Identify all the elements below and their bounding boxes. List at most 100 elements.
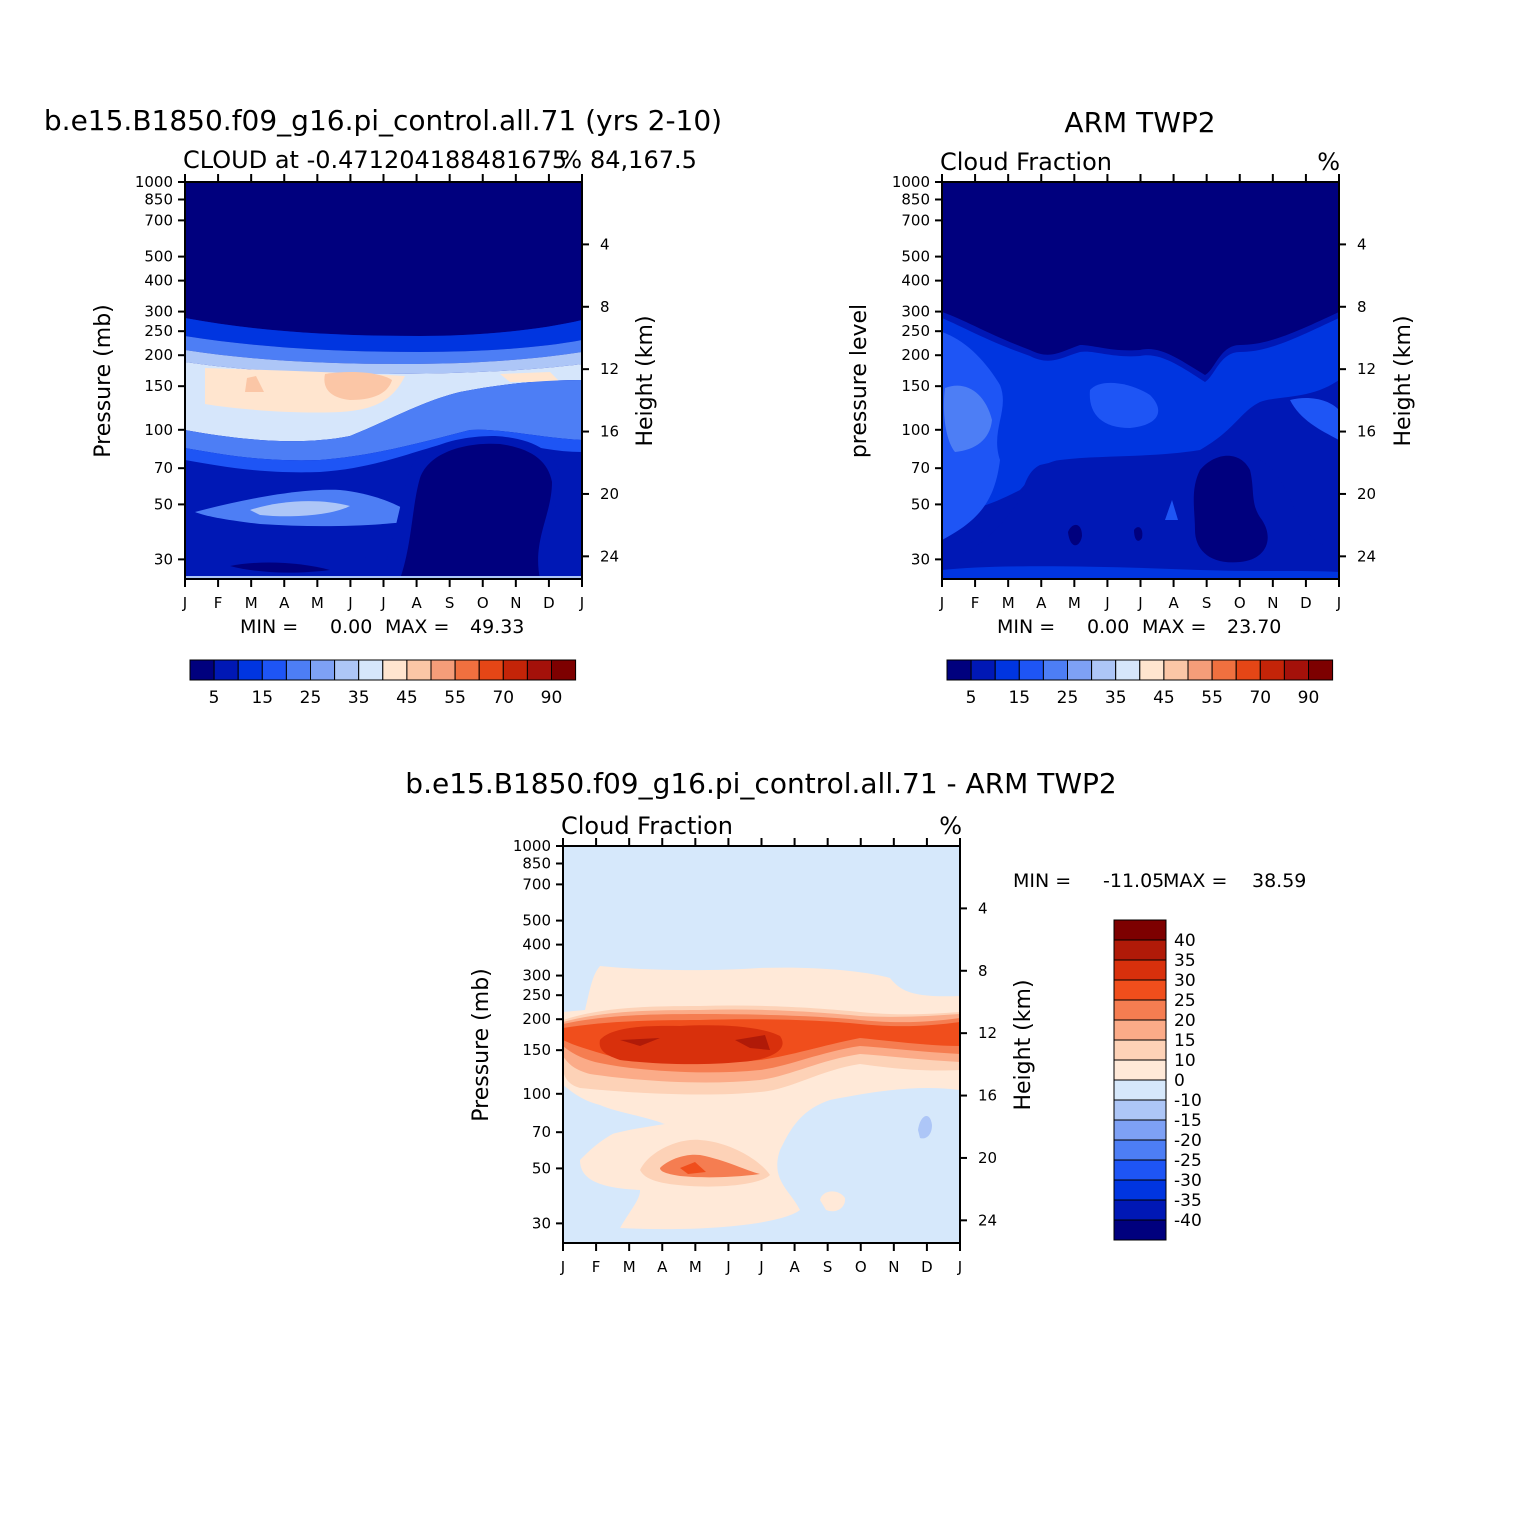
pressure-tick-label: 500: [522, 912, 551, 930]
panel1-salmon-2: [245, 376, 264, 392]
height-tick-label: 24: [600, 547, 619, 565]
month-tick-label: F: [214, 594, 223, 612]
panel3-core-2: [735, 1035, 770, 1050]
panel3-contours: [563, 846, 960, 1243]
panel3-blue-patch-1: [563, 1100, 665, 1165]
colorbar-swatch: [334, 659, 360, 681]
colorbar-swatch: [1113, 1079, 1167, 1101]
colorbar-swatch: [1113, 1119, 1167, 1141]
panel3-mid-peak: [680, 1162, 706, 1174]
panel3-negative-spot: [918, 1115, 932, 1139]
height-tick-label: 8: [600, 298, 610, 316]
panel2-min-value: 0.00: [1087, 616, 1129, 638]
pressure-tick-label: 300: [901, 303, 930, 321]
pressure-tick-label: 30: [154, 550, 173, 568]
panel1-min-label: MIN =: [240, 616, 298, 638]
month-tick-label: F: [592, 1258, 601, 1276]
colorbar-swatch: [1113, 959, 1167, 981]
height-tick-label: 4: [600, 235, 610, 253]
panel1-salmon-1: [324, 372, 392, 400]
month-tick-label: J: [957, 1258, 962, 1276]
colorbar-swatch: [946, 659, 972, 681]
panel1-colorbar: 5 15 25 35 45 55 70 90: [189, 659, 577, 708]
colorbar-label: -10: [1174, 1091, 1202, 1111]
pressure-tick-label: 850: [144, 190, 173, 208]
pressure-tick-label: 200: [144, 346, 173, 364]
panel2-small-spike: [1165, 500, 1178, 520]
month-tick-label: M: [311, 594, 324, 612]
colorbar-label: 70: [1249, 688, 1271, 708]
panel1-navy-core: [400, 443, 552, 579]
panel2-subtitle: Cloud Fraction: [940, 148, 1112, 176]
colorbar-swatch: [1113, 1199, 1167, 1221]
panel1-band-f: [185, 429, 582, 473]
pressure-tick-label: 50: [532, 1159, 551, 1177]
colorbar-label: -30: [1174, 1171, 1202, 1191]
colorbar-label: 25: [1174, 991, 1196, 1011]
colorbar-label: 40: [1174, 931, 1196, 951]
pressure-tick-label: 850: [522, 854, 551, 872]
height-tick-label: 4: [1357, 235, 1367, 253]
panel2-left-core: [943, 385, 992, 452]
month-tick-label: J: [758, 1258, 763, 1276]
pressure-tick-label: 150: [522, 1041, 551, 1059]
colorbar-swatch: [1235, 659, 1261, 681]
month-tick-label: J: [1336, 594, 1341, 612]
month-tick-label: S: [445, 594, 455, 612]
pressure-tick-label: 400: [901, 272, 930, 290]
panel1-max-label: MAX =: [385, 616, 449, 638]
month-tick-label: M: [623, 1258, 636, 1276]
colorbar-swatch: [1113, 939, 1167, 961]
colorbar-swatch: [1259, 659, 1285, 681]
height-tick-label: 20: [978, 1149, 997, 1167]
colorbar-label: 25: [300, 688, 322, 708]
month-tick-label: M: [689, 1258, 702, 1276]
panel1-strat-fill: [185, 182, 582, 336]
pressure-tick-label: 700: [901, 211, 930, 229]
colorbar-swatch: [1113, 1159, 1167, 1181]
pressure-tick-label: 700: [144, 211, 173, 229]
colorbar-label: 90: [1298, 688, 1320, 708]
panel1-contours: [185, 182, 582, 579]
colorbar-label: 45: [396, 688, 418, 708]
panel2-ylabel: pressure level: [847, 304, 872, 458]
colorbar-label: 0: [1174, 1071, 1185, 1091]
panel3-subtitle: Cloud Fraction: [561, 812, 733, 840]
height-tick-label: 16: [1357, 423, 1376, 441]
month-tick-label: D: [543, 594, 555, 612]
colorbar-swatch: [1283, 659, 1310, 681]
colorbar-label: -40: [1174, 1211, 1202, 1231]
colorbar-label: 15: [1174, 1031, 1196, 1051]
height-tick-label: 12: [978, 1024, 997, 1042]
pressure-tick-label: 70: [154, 459, 173, 477]
month-tick-label: A: [1036, 594, 1047, 612]
panel2-navy-dot-2: [1134, 527, 1143, 541]
panel2-right-blob: [1290, 398, 1339, 440]
month-tick-label: N: [510, 594, 521, 612]
colorbar-swatch: [1115, 659, 1141, 681]
colorbar-swatch: [478, 659, 504, 681]
colorbar-label: 10: [1174, 1051, 1196, 1071]
panel-difference: b.e15.B1850.f09_g16.pi_control.all.71 - …: [405, 767, 1306, 1276]
panel2-y2label: Height (km): [1391, 315, 1416, 446]
month-tick-label: A: [279, 594, 290, 612]
month-tick-label: J: [579, 594, 584, 612]
month-tick-label: A: [1168, 594, 1179, 612]
height-tick-label: 8: [1357, 298, 1367, 316]
pressure-tick-label: 200: [522, 1010, 551, 1028]
pressure-tick-label: 400: [144, 272, 173, 290]
panel1-band-e: [185, 380, 582, 461]
month-tick-label: O: [477, 594, 489, 612]
pressure-tick-label: 250: [901, 322, 930, 340]
month-tick-label: J: [347, 594, 352, 612]
pressure-tick-label: 30: [532, 1214, 551, 1232]
panel2-navy-dot-1: [1068, 524, 1082, 546]
pressure-tick-label: 500: [144, 248, 173, 266]
colorbar-label: 35: [348, 688, 370, 708]
panel1-subtitle: CLOUD at -0.471204188481675: [183, 146, 567, 174]
colorbar-swatch: [1067, 659, 1093, 681]
panel1-band-b: [185, 336, 582, 364]
